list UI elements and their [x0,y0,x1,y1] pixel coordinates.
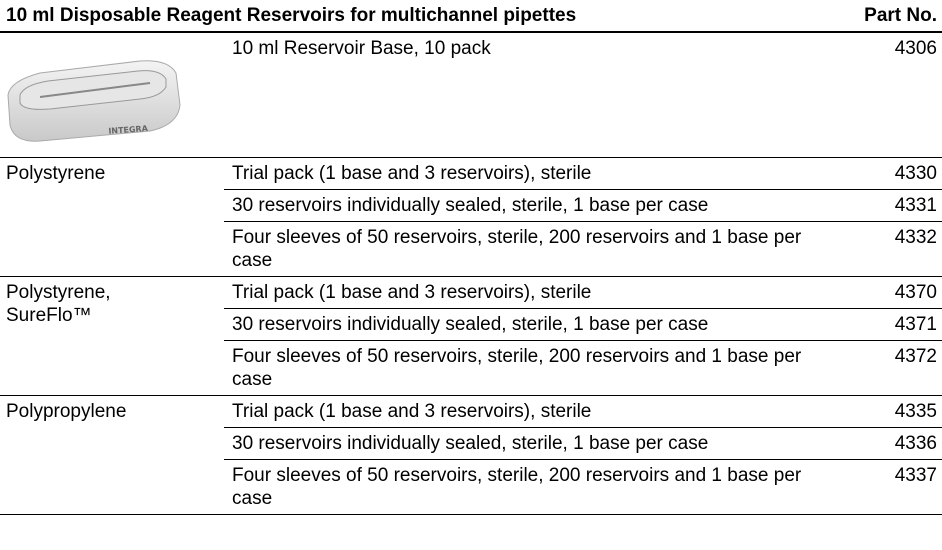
description: Trial pack (1 base and 3 reservoirs), st… [224,277,832,309]
description: 30 reservoirs individually sealed, steri… [224,428,832,460]
part-number: 4331 [832,190,942,222]
part-number: 4337 [832,460,942,515]
part-no-header: Part No. [832,0,942,32]
description: 30 reservoirs individually sealed, steri… [224,309,832,341]
description: 10 ml Reservoir Base, 10 pack [224,32,832,158]
table-title: 10 ml Disposable Reagent Reservoirs for … [0,0,832,32]
material: Polystyrene [6,162,156,185]
part-number: 4306 [832,32,942,158]
material: Polypropylene [6,400,156,423]
material-cell: Polystyrene, SureFlo™ [0,277,224,396]
image-cell: INTEGRA [0,32,224,158]
description: Four sleeves of 50 reservoirs, sterile, … [224,460,832,515]
product-table: 10 ml Disposable Reagent Reservoirs for … [0,0,942,515]
part-number: 4335 [832,396,942,428]
description: Trial pack (1 base and 3 reservoirs), st… [224,396,832,428]
material-cell: Polypropylene [0,396,224,515]
description: Four sleeves of 50 reservoirs, sterile, … [224,341,832,396]
reservoir-image: INTEGRA [0,33,190,151]
page: 10 ml Disposable Reagent Reservoirs for … [0,0,942,550]
material: Polystyrene, SureFlo™ [6,281,156,327]
description: Trial pack (1 base and 3 reservoirs), st… [224,158,832,190]
part-number: 4372 [832,341,942,396]
part-number: 4330 [832,158,942,190]
header-row: 10 ml Disposable Reagent Reservoirs for … [0,0,942,32]
part-number: 4336 [832,428,942,460]
material-cell: Polystyrene [0,158,224,277]
part-number: 4371 [832,309,942,341]
product-row: Polypropylene Trial pack (1 base and 3 re… [0,396,942,428]
logo-text: INTEGRA [108,124,149,136]
description: Four sleeves of 50 reservoirs, sterile, … [224,222,832,277]
base-row: INTEGRA 10 ml Reservoir Base, 10 pack 43… [0,32,942,158]
part-number: 4370 [832,277,942,309]
product-row: Polystyrene Trial pack (1 base and 3 rese… [0,158,942,190]
part-number: 4332 [832,222,942,277]
description: 30 reservoirs individually sealed, steri… [224,190,832,222]
